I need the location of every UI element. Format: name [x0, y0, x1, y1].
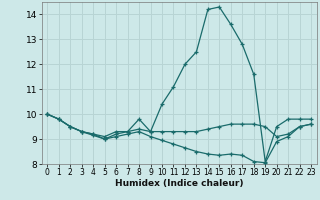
X-axis label: Humidex (Indice chaleur): Humidex (Indice chaleur) — [115, 179, 244, 188]
